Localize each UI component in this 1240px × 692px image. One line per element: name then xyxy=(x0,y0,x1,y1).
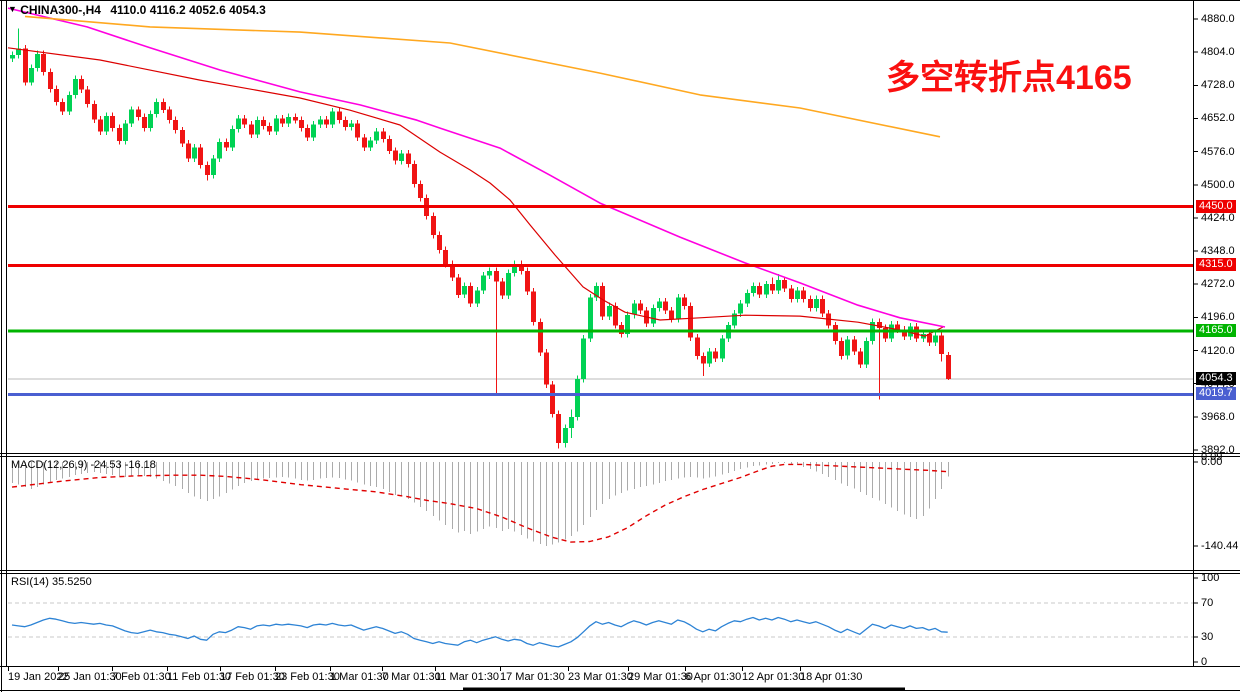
symbol-timeframe-label: CHINA300-,H4 xyxy=(20,3,101,17)
rsi-indicator-label: RSI(14) 35.5250 xyxy=(11,576,92,588)
symbol-expander-icon[interactable]: ▼ xyxy=(8,4,17,14)
ohlc-values-label: 4110.0 4116.2 4052.6 4054.3 xyxy=(110,3,266,17)
macd-indicator-label: MACD(12,26,9) -24.53 -16.18 xyxy=(11,459,156,471)
chart-title-bar: ▼ CHINA300-,H4 4110.0 4116.2 4052.6 4054… xyxy=(8,3,266,17)
annotation-text: 多空转折点4165 xyxy=(886,59,1132,97)
